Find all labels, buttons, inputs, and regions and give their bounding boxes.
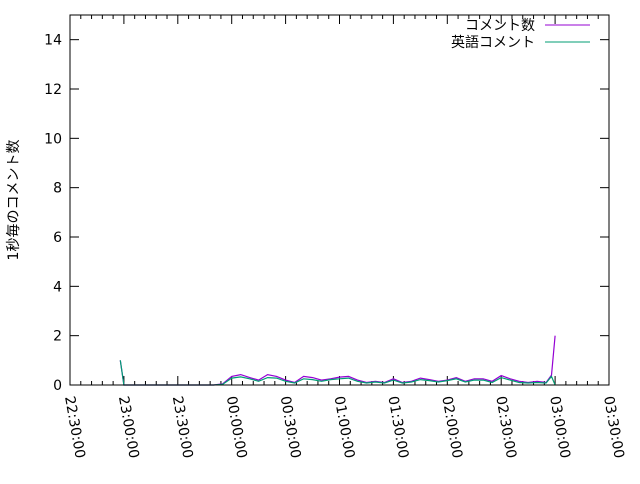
legend-label-1: 英語コメント: [451, 34, 535, 51]
y-tick-label: 8: [53, 181, 62, 197]
x-tick-label: 00:30:00: [277, 395, 304, 460]
y-tick-label: 10: [44, 131, 62, 147]
x-tick-label: 23:00:00: [115, 395, 142, 460]
y-axis-label: 1秒毎のコメント数: [6, 140, 22, 261]
x-tick-label: 01:00:00: [331, 395, 358, 460]
x-tick-label: 03:00:00: [546, 395, 573, 460]
legend: コメント数 英語コメント: [451, 18, 590, 51]
series-line-0: [119, 335, 556, 386]
series-line-1: [119, 360, 556, 386]
y-tick-label: 12: [44, 82, 62, 98]
y-tick-label: 0: [53, 378, 62, 394]
y-tick-label: 6: [53, 230, 62, 246]
y-tick-label: 14: [44, 33, 62, 49]
axes: 0 2 4 6 8 10 12 14 22:30:00 23:00:00 23:30:00 00:00…: [44, 15, 627, 460]
x-tick-label: 22:30:00: [61, 395, 88, 460]
x-tick-label: 01:30:00: [384, 395, 411, 460]
plot-border: [69, 14, 610, 386]
series-lines: [119, 335, 556, 386]
legend-label-0: コメント数: [465, 18, 535, 34]
x-tick-label: 23:30:00: [169, 395, 196, 460]
x-tick-label: 00:00:00: [223, 395, 250, 460]
y-tick-label: 2: [53, 329, 62, 345]
x-tick-label: 02:00:00: [438, 395, 465, 460]
y-tick-label: 4: [53, 279, 62, 295]
x-tick-label: 03:30:00: [600, 395, 627, 460]
x-tick-label: 02:30:00: [492, 395, 519, 460]
